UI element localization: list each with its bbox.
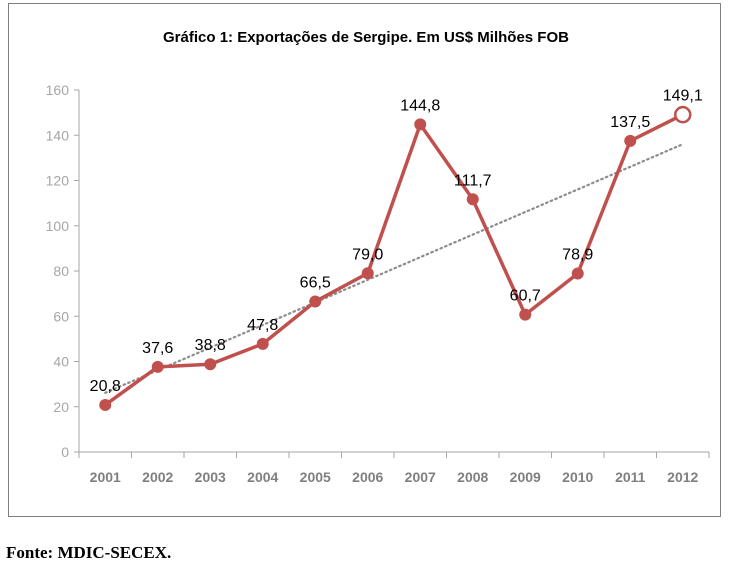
line-chart: Gráfico 1: Exportações de Sergipe. Em US…	[46, 29, 710, 485]
y-tick-label: 40	[53, 354, 69, 370]
data-point-marker	[151, 360, 164, 373]
data-point-marker	[571, 267, 584, 280]
x-category-label: 2010	[562, 469, 593, 485]
data-labels: 20,8 37,6 38,8 47,8 66,5 79,0 144,8 111,7 60,7 78…	[90, 88, 703, 395]
chart-title: Gráfico 1: Exportações de Sergipe. Em US…	[163, 29, 569, 46]
series-group	[99, 105, 692, 411]
trendline	[104, 143, 684, 394]
data-label: 66,5	[300, 275, 331, 292]
data-label: 144,8	[400, 97, 440, 114]
data-label: 137,5	[610, 114, 650, 131]
data-label: 149,1	[663, 88, 703, 105]
y-tick-label: 100	[46, 218, 70, 234]
x-axis: 2001 2002 2003 2004 2005 2006 2007 2008 2009 2010…	[78, 451, 710, 485]
x-category-label: 2002	[142, 469, 173, 485]
data-label: 79,0	[352, 246, 383, 263]
series-line	[104, 113, 684, 407]
x-category-label: 2006	[352, 469, 383, 485]
x-category-label: 2001	[90, 469, 121, 485]
data-label: 37,6	[142, 340, 173, 357]
y-tick-label: 120	[46, 173, 70, 189]
data-label: 60,7	[510, 288, 541, 305]
x-category-label: 2011	[615, 469, 646, 485]
y-tick-label: 160	[46, 82, 70, 98]
data-point-marker	[624, 134, 637, 147]
data-point-marker	[309, 295, 322, 308]
y-tick-label: 140	[46, 127, 70, 143]
data-point-marker	[99, 398, 112, 411]
y-tick-label: 60	[53, 308, 69, 324]
source-note: Fonte: MDIC-SECEX.	[6, 543, 172, 562]
y-tick-label: 0	[61, 444, 69, 460]
data-point-marker	[414, 118, 427, 131]
data-point-marker	[204, 358, 217, 371]
x-category-label: 2009	[510, 469, 541, 485]
data-label: 38,8	[195, 337, 226, 354]
x-category-label: 2005	[300, 469, 331, 485]
data-point-marker	[361, 267, 374, 280]
x-category-label: 2012	[667, 469, 698, 485]
data-label: 47,8	[247, 317, 278, 334]
data-label: 78,9	[562, 246, 593, 263]
y-tick-label: 20	[53, 399, 69, 415]
y-tick-label: 80	[53, 263, 69, 279]
x-category-label: 2003	[195, 469, 226, 485]
data-label: 20,8	[90, 378, 121, 395]
trendline-group	[104, 143, 684, 394]
x-category-label: 2004	[247, 469, 278, 485]
data-point-marker	[466, 193, 479, 206]
chart-frame: Gráfico 1: Exportações de Sergipe. Em US…	[8, 3, 721, 517]
data-point-marker	[674, 105, 692, 124]
x-category-label: 2008	[457, 469, 488, 485]
y-axis: 0 20 40 60 80 100 120 140 160	[46, 82, 80, 460]
x-category-label: 2007	[405, 469, 436, 485]
data-point-marker	[256, 337, 269, 350]
data-point-marker	[519, 308, 532, 321]
data-label: 111,7	[454, 172, 492, 189]
